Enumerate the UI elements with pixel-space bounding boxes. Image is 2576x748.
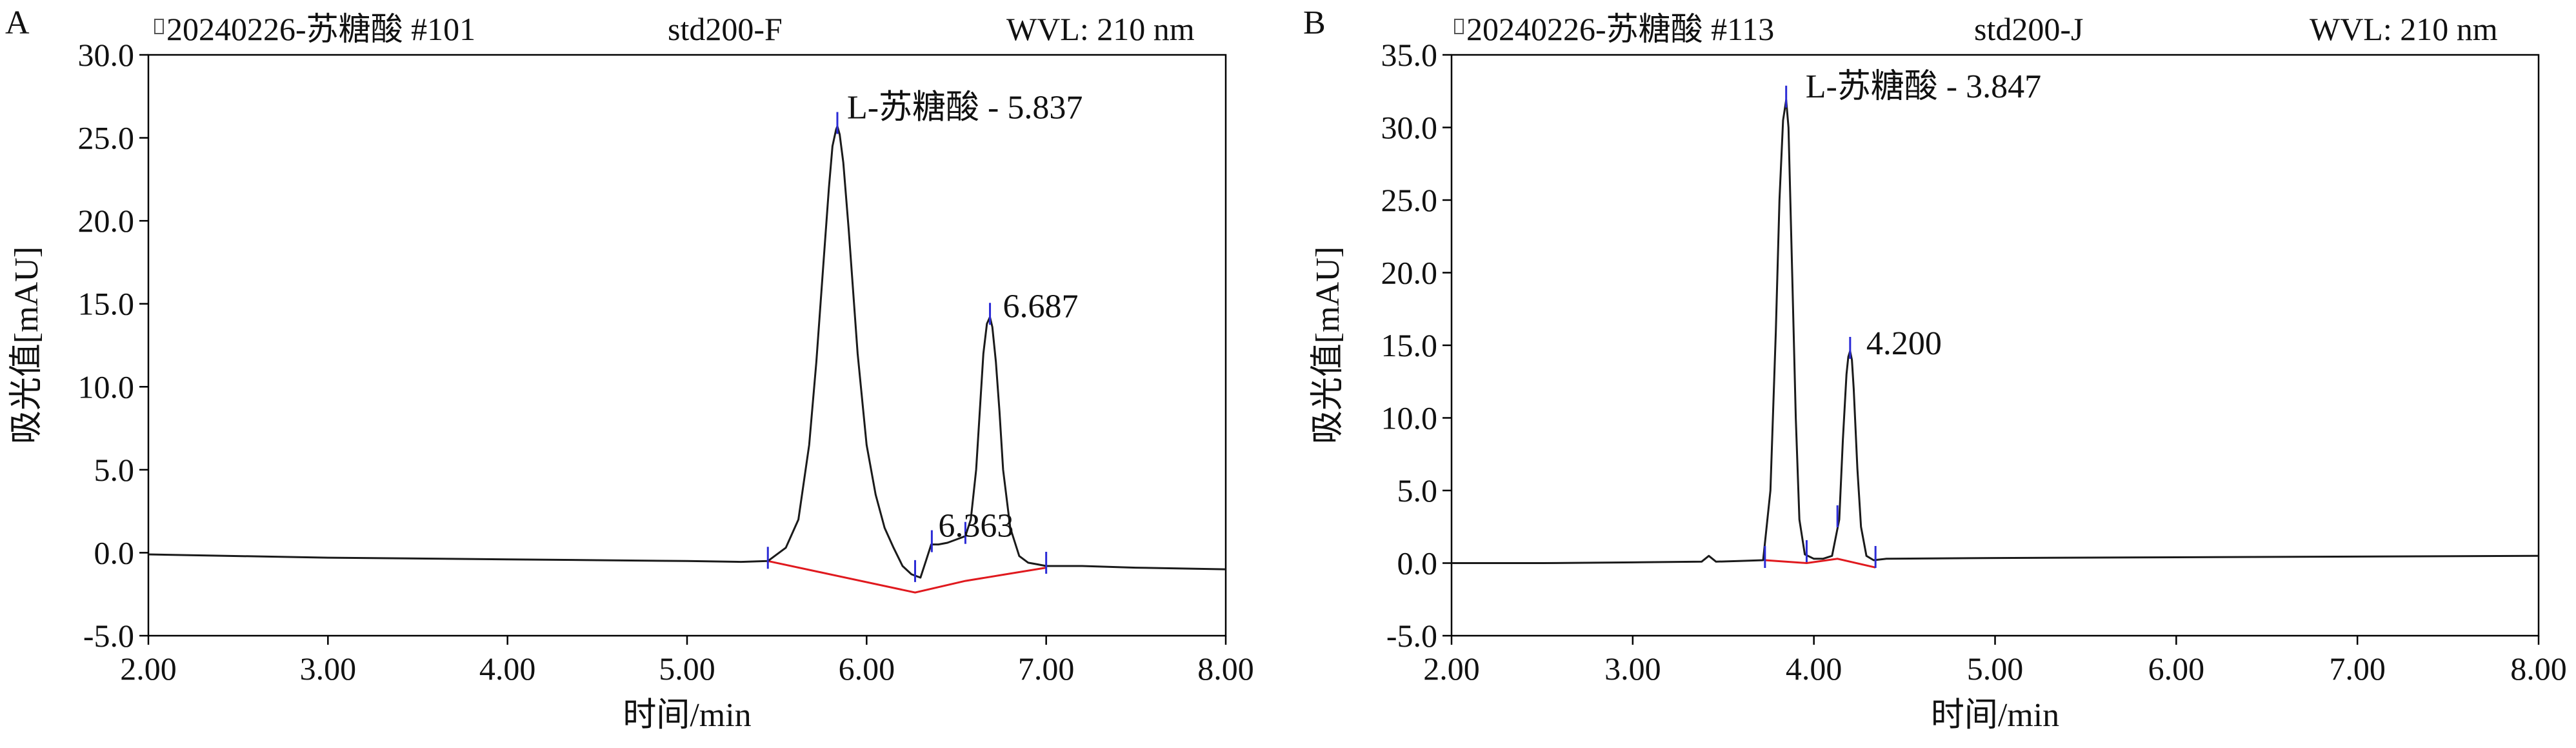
- sample-name: std200-F: [668, 11, 783, 47]
- sample-title: 20240226-苏糖酸 #101: [166, 11, 475, 47]
- x-axis-title: 时间/min: [623, 697, 751, 734]
- y-tick-label: 0.0: [1397, 545, 1438, 581]
- y-axis-title: 吸光值[mAU]: [1310, 247, 1346, 444]
- y-tick-label: 20.0: [1381, 255, 1438, 291]
- peak-label: 6.687: [1003, 288, 1079, 325]
- peak-label: L-苏糖酸 - 5.837: [847, 90, 1083, 126]
- x-tick-label: 3.00: [300, 651, 357, 687]
- chart-panel-b: B 20240226-苏糖酸 #113 std200-J WVL: 210 nm -5.…: [1303, 5, 2567, 734]
- peak-label: 6.363: [938, 508, 1013, 545]
- y-tick-label: 30.0: [1381, 110, 1438, 146]
- wavelength-label: WVL: 210 nm: [2310, 11, 2498, 47]
- peak-label: 4.200: [1866, 325, 1942, 362]
- document-icon: [1454, 19, 1464, 34]
- x-tick-label: 6.00: [839, 651, 895, 687]
- y-tick-label: -5.0: [83, 618, 134, 654]
- y-tick-label: 15.0: [78, 286, 135, 322]
- y-tick-label: 20.0: [78, 203, 135, 239]
- signal-trace: [1452, 99, 2539, 564]
- sample-title: 20240226-苏糖酸 #113: [1466, 11, 1774, 47]
- y-tick-label: 5.0: [1397, 472, 1438, 509]
- x-tick-label: 7.00: [2329, 651, 2386, 687]
- plot-frame: [1450, 54, 2540, 637]
- integration-baseline: [1764, 558, 1876, 569]
- y-tick-label: 0.0: [94, 534, 135, 571]
- y-axis-title: 吸光值[mAU]: [8, 247, 45, 444]
- panel-letter: B: [1303, 5, 1326, 41]
- y-tick-label: 35.0: [1381, 37, 1438, 73]
- wavelength-label: WVL: 210 nm: [1006, 11, 1195, 47]
- chart-panel-a: A 20240226-苏糖酸 #101 std200-F WVL: 210 nm -5.…: [5, 5, 1254, 734]
- integration-baseline: [767, 560, 1046, 594]
- x-tick-label: 5.00: [659, 651, 715, 687]
- x-axis-title: 时间/min: [1931, 697, 2059, 734]
- x-tick-label: 5.00: [1967, 651, 2024, 687]
- x-tick-label: 2.00: [1423, 651, 1480, 687]
- y-tick-label: 15.0: [1381, 327, 1438, 363]
- y-tick-label: 10.0: [78, 369, 135, 405]
- plot-frame: [147, 54, 1227, 637]
- document-icon: [154, 19, 164, 34]
- x-tick-label: 7.00: [1018, 651, 1075, 687]
- sample-name: std200-J: [1974, 11, 2083, 47]
- y-tick-label: 5.0: [94, 452, 135, 488]
- x-tick-label: 8.00: [1197, 651, 1254, 687]
- x-tick-label: 4.00: [1786, 651, 1842, 687]
- y-tick-label: 25.0: [1381, 182, 1438, 218]
- peak-label: L-苏糖酸 - 3.847: [1806, 68, 2041, 105]
- y-tick-label: -5.0: [1386, 618, 1437, 654]
- x-tick-label: 4.00: [479, 651, 536, 687]
- signal-trace: [148, 125, 1226, 579]
- y-tick-label: 30.0: [78, 37, 135, 73]
- x-tick-label: 3.00: [1604, 651, 1661, 687]
- x-tick-label: 8.00: [2510, 651, 2567, 687]
- panel-letter: A: [5, 5, 30, 41]
- x-tick-label: 6.00: [2148, 651, 2205, 687]
- y-tick-label: 25.0: [78, 120, 135, 156]
- x-tick-label: 2.00: [120, 651, 177, 687]
- y-tick-label: 10.0: [1381, 400, 1438, 436]
